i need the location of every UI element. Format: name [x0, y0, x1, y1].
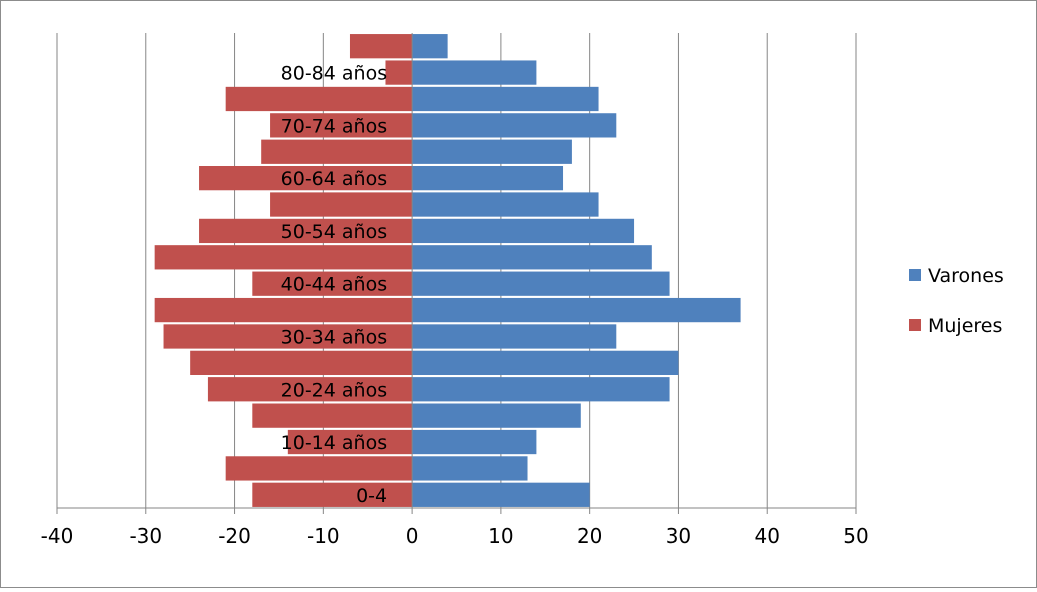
category-label: 70-74 años — [281, 115, 387, 137]
bar-mujeres-5 — [190, 350, 413, 375]
grid-lines — [56, 33, 857, 508]
bar-varones-11 — [412, 192, 599, 217]
x-tick-label: 30 — [666, 524, 691, 548]
bar-varones-9 — [412, 245, 652, 270]
x-tick-labels: -40 -30 -20 -10 0 10 20 30 40 50 — [41, 524, 869, 548]
category-label: 60-64 años — [281, 168, 387, 190]
bar-mujeres-13 — [261, 139, 413, 164]
bar-mujeres-6 — [163, 324, 413, 349]
category-label: 50-54 años — [281, 221, 387, 243]
bar-varones-3 — [412, 403, 581, 428]
bar-mujeres-2 — [287, 429, 413, 455]
bar-varones-2 — [412, 429, 537, 455]
category-label: 30-34 años — [281, 326, 387, 348]
bar-varones-6 — [412, 324, 617, 349]
bars — [154, 34, 741, 507]
bar-mujeres-1 — [225, 456, 413, 481]
bar-mujeres-9 — [154, 245, 413, 270]
x-tick-label: 10 — [488, 524, 513, 548]
bar-varones-17 — [412, 34, 448, 59]
bar-mujeres-11 — [270, 192, 413, 217]
category-label: 20-24 años — [281, 379, 387, 401]
bar-mujeres-17 — [349, 34, 413, 59]
bar-mujeres-14 — [270, 113, 413, 138]
legend-label-mujeres: Mujeres — [928, 315, 1002, 337]
category-label: 0-4 — [356, 485, 387, 507]
legend: Varones Mujeres — [909, 265, 1004, 337]
bar-varones-15 — [412, 86, 599, 112]
bar-varones-14 — [412, 113, 617, 138]
bar-mujeres-4 — [207, 377, 413, 402]
x-tick-label: -30 — [129, 524, 162, 548]
bar-varones-12 — [412, 166, 564, 191]
bar-mujeres-10 — [199, 218, 413, 244]
bar-mujeres-12 — [199, 166, 413, 191]
bar-varones-8 — [412, 271, 670, 296]
category-label: 10-14 años — [281, 432, 387, 454]
category-labels: 0-4 10-14 años 20-24 años 30-34 años 40-44 a… — [281, 63, 387, 507]
axes — [56, 33, 857, 514]
x-tick-label: 20 — [577, 524, 602, 548]
x-tick-label: 40 — [754, 524, 779, 548]
bar-varones-7 — [412, 297, 741, 323]
bar-varones-1 — [412, 456, 528, 481]
bar-mujeres-7 — [154, 297, 413, 323]
x-tick-label: 0 — [406, 524, 419, 548]
x-tick-label: -40 — [41, 524, 74, 548]
x-tick-label: 50 — [843, 524, 868, 548]
bar-varones-13 — [412, 139, 572, 164]
bar-varones-10 — [412, 218, 635, 244]
bar-mujeres-15 — [225, 86, 413, 112]
bar-mujeres-3 — [252, 403, 413, 428]
x-tick-label: -10 — [307, 524, 340, 548]
legend-swatch-varones — [909, 269, 921, 281]
bar-varones-4 — [412, 377, 670, 402]
bar-varones-5 — [412, 350, 679, 375]
category-label: 40-44 años — [281, 274, 387, 296]
bar-mujeres-16 — [385, 60, 413, 85]
bar-varones-0 — [412, 482, 590, 507]
x-tick-label: -20 — [218, 524, 251, 548]
bar-mujeres-8 — [252, 271, 413, 296]
bar-varones-16 — [412, 60, 537, 85]
legend-swatch-mujeres — [909, 319, 921, 331]
bar-mujeres-0 — [252, 482, 413, 507]
category-label: 80-84 años — [281, 63, 387, 85]
legend-label-varones: Varones — [928, 265, 1004, 287]
